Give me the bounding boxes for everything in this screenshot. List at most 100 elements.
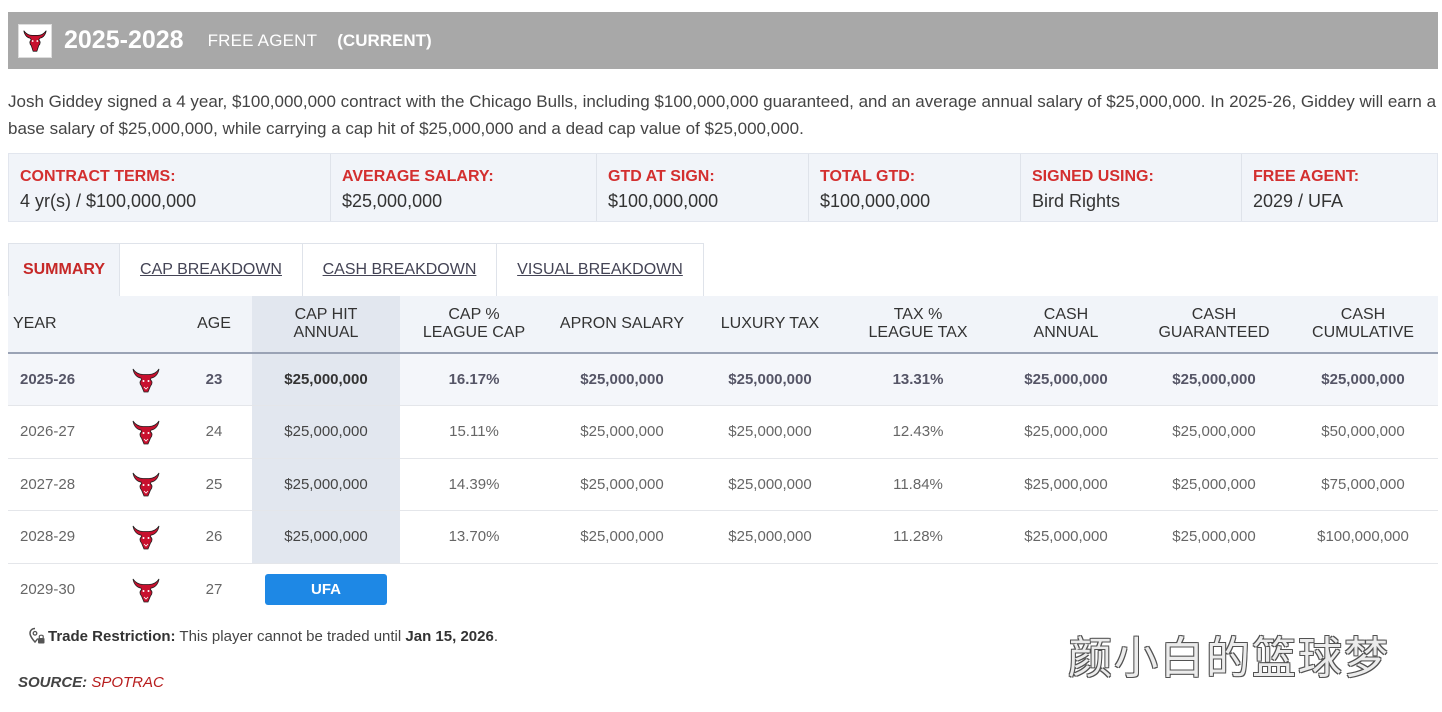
apron-cell: $25,000,000 — [580, 371, 664, 388]
tab-visual-breakdown[interactable]: VISUAL BREAKDOWN — [497, 244, 703, 296]
breakdown-tabs: SUMMARY CAP BREAKDOWN CASH BREAKDOWN VIS… — [8, 243, 704, 296]
age-cell: 23 — [205, 371, 223, 388]
term-label: FREE AGENT: — [1253, 168, 1360, 185]
cash-annual-cell: $25,000,000 — [1024, 423, 1108, 441]
term-label: CONTRACT TERMS: — [20, 168, 176, 185]
col-tax-pct: TAX % LEAGUE TAX — [868, 306, 968, 341]
table-row: 2025-26 23 $25,000,000 16.17% $25,000,00… — [8, 353, 1438, 406]
term-value: 4 yr(s) / $100,000,000 — [20, 191, 197, 211]
term-value: $25,000,000 — [342, 191, 443, 211]
apron-cell: $25,000,000 — [580, 528, 664, 546]
contract-description: Josh Giddey signed a 4 year, $100,000,00… — [8, 92, 1437, 138]
apron-cell: $25,000,000 — [580, 475, 664, 493]
year-cell: 2028-29 — [20, 528, 76, 546]
cash-guaranteed-cell: $25,000,000 — [1172, 371, 1256, 388]
cap-hit-cell: $25,000,000 — [252, 353, 400, 406]
cap-pct-cell: 16.17% — [448, 371, 500, 388]
cash-guaranteed-cell: $25,000,000 — [1172, 528, 1256, 546]
contract-header: 2025-2028 FREE AGENT (CURRENT) — [8, 12, 1438, 69]
col-luxury-tax: LUXURY TAX — [720, 315, 820, 332]
trade-restriction: Trade Restriction: This player cannot be… — [28, 627, 498, 645]
bulls-logo-icon — [116, 563, 176, 616]
tax-pct-cell: 11.84% — [893, 475, 943, 493]
ufa-cell: UFA — [252, 563, 400, 616]
col-apron-salary: APRON SALARY — [559, 315, 685, 332]
contract-status: FREE AGENT — [207, 30, 318, 50]
bulls-logo-icon — [116, 353, 176, 406]
cap-pct-cell: 15.11% — [449, 423, 499, 441]
bulls-logo-icon — [116, 511, 176, 564]
bulls-logo-icon — [116, 458, 176, 511]
col-year: YEAR — [13, 315, 57, 332]
col-age: AGE — [197, 315, 231, 332]
col-team — [116, 296, 176, 353]
tax-pct-cell: 11.28% — [893, 528, 943, 546]
tax-pct-cell: 13.31% — [892, 371, 944, 388]
cash-cumulative-cell: $25,000,000 — [1321, 371, 1405, 388]
term-value: Bird Rights — [1032, 191, 1121, 211]
col-cash-annual: CASH ANNUAL — [1033, 306, 1099, 341]
term-value: $100,000,000 — [608, 191, 719, 211]
term-label: SIGNED USING: — [1032, 168, 1154, 185]
age-cell: 26 — [205, 528, 223, 546]
cash-guaranteed-cell: $25,000,000 — [1172, 423, 1256, 441]
col-cap-pct: CAP % LEAGUE CAP — [422, 306, 526, 341]
source-credit: SOURCE: SPOTRAC — [18, 674, 164, 691]
source-link[interactable]: SPOTRAC — [91, 674, 164, 691]
col-cash-cumulative: CASH CUMULATIVE — [1312, 306, 1414, 341]
year-cell: 2027-28 — [20, 475, 76, 493]
year-cell: 2025-26 — [20, 371, 76, 388]
term-signed-using: SIGNED USING: Bird Rights — [1021, 154, 1242, 221]
cash-annual-cell: $25,000,000 — [1024, 371, 1108, 388]
table-row: 2027-28 25 $25,000,000 14.39% $25,000,00… — [8, 458, 1438, 511]
apron-cell: $25,000,000 — [580, 423, 664, 441]
trade-restriction-label: Trade Restriction: — [48, 627, 176, 645]
year-cell: 2026-27 — [20, 423, 76, 441]
tab-cap-breakdown[interactable]: CAP BREAKDOWN — [120, 244, 303, 296]
table-row-free-agent: 2029-30 27 UFA — [8, 563, 1438, 616]
term-value: 2029 / UFA — [1253, 191, 1344, 211]
tax-pct-cell: 12.43% — [892, 423, 944, 441]
ufa-badge: UFA — [265, 574, 387, 605]
term-gtd-at-sign: GTD AT SIGN: $100,000,000 — [597, 154, 809, 221]
cap-hit-cell: $25,000,000 — [252, 405, 400, 458]
col-cash-guaranteed: CASH GUARANTEED — [1158, 306, 1270, 341]
luxury-tax-cell: $25,000,000 — [728, 371, 812, 388]
bulls-logo-icon — [18, 23, 52, 58]
trade-restriction-text: This player cannot be traded until — [175, 627, 406, 645]
term-average-salary: AVERAGE SALARY: $25,000,000 — [331, 154, 597, 221]
source-label: SOURCE: — [18, 674, 88, 691]
age-cell: 24 — [205, 423, 223, 441]
table-row: 2028-29 26 $25,000,000 13.70% $25,000,00… — [8, 510, 1438, 564]
cap-pct-cell: 13.70% — [448, 528, 500, 546]
term-total-gtd: TOTAL GTD: $100,000,000 — [809, 154, 1021, 221]
tab-summary[interactable]: SUMMARY — [9, 244, 120, 296]
term-label: AVERAGE SALARY: — [342, 168, 494, 185]
cap-hit-cell: $25,000,000 — [252, 458, 400, 511]
cash-annual-cell: $25,000,000 — [1024, 528, 1108, 546]
cash-guaranteed-cell: $25,000,000 — [1172, 475, 1256, 493]
trade-restriction-end: . — [493, 627, 498, 645]
bulls-logo-icon — [116, 406, 176, 459]
current-label: (CURRENT) — [337, 30, 432, 50]
salary-summary-table: YEAR AGE CAP HIT ANNUAL CAP % LEAGUE CAP A… — [8, 296, 1438, 616]
term-label: GTD AT SIGN: — [608, 168, 715, 185]
lock-pin-icon — [29, 627, 45, 644]
luxury-tax-cell: $25,000,000 — [728, 528, 812, 546]
term-contract-terms: CONTRACT TERMS: 4 yr(s) / $100,000,000 — [9, 154, 331, 221]
contract-years: 2025-2028 — [64, 26, 184, 54]
tab-cash-breakdown[interactable]: CASH BREAKDOWN — [303, 244, 497, 296]
year-cell: 2029-30 — [20, 581, 76, 598]
term-value: $100,000,000 — [820, 191, 931, 211]
luxury-tax-cell: $25,000,000 — [728, 423, 812, 441]
term-free-agent: FREE AGENT: 2029 / UFA — [1242, 154, 1437, 221]
trade-restriction-date: Jan 15, 2026 — [405, 627, 494, 645]
col-cap-hit: CAP HIT ANNUAL — [252, 296, 400, 353]
table-row: 2026-27 24 $25,000,000 15.11% $25,000,00… — [8, 405, 1438, 459]
age-cell: 27 — [205, 581, 223, 598]
cash-annual-cell: $25,000,000 — [1024, 475, 1108, 493]
watermark: 颜小白的篮球梦 — [1068, 633, 1390, 684]
table-header-row: YEAR AGE CAP HIT ANNUAL CAP % LEAGUE CAP A… — [8, 296, 1438, 353]
contract-terms-bar: CONTRACT TERMS: 4 yr(s) / $100,000,000 A… — [8, 153, 1438, 222]
luxury-tax-cell: $25,000,000 — [728, 475, 812, 493]
